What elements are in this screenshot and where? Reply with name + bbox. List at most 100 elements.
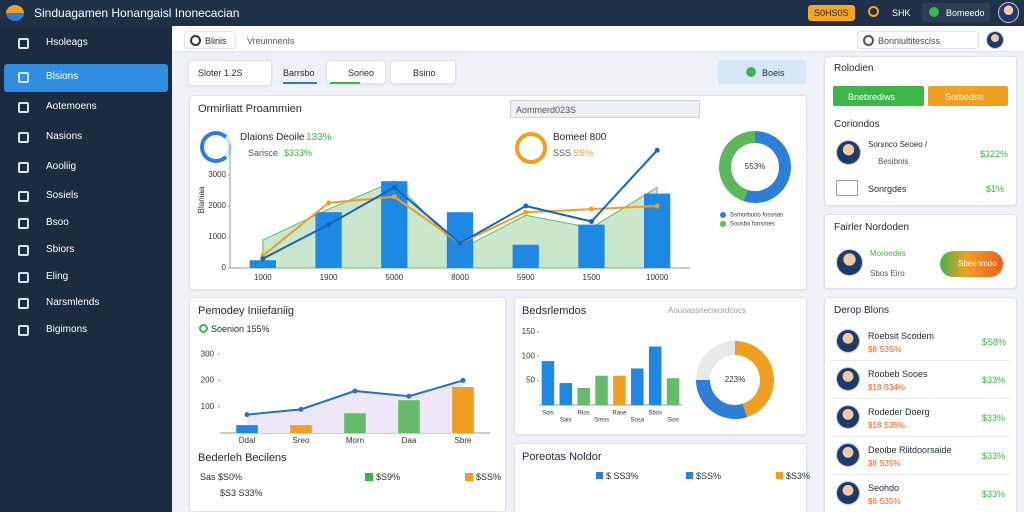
y-tick-label: 0 xyxy=(222,263,227,272)
icon xyxy=(18,132,29,143)
nav-item[interactable]: Sosiels xyxy=(46,190,79,201)
nav-item[interactable]: Bigimons xyxy=(46,324,88,335)
item-value: $322% xyxy=(980,149,1009,159)
select[interactable] xyxy=(718,60,806,84)
kpi-sub: SSS xyxy=(553,148,572,158)
button-label[interactable]: Bnebrediws xyxy=(848,92,896,102)
kpi-label: Dlaions Deoile xyxy=(240,132,305,143)
item-value: $33% xyxy=(982,451,1006,461)
item-sub: $8 S35% xyxy=(868,459,901,468)
point xyxy=(244,412,250,418)
chip[interactable] xyxy=(390,60,456,84)
x-tick-label: Ddal xyxy=(239,436,256,445)
nav-item[interactable]: Sbiors xyxy=(46,244,75,255)
chart: Blaniaa 0 1000 2000 3000 1000 1900 5000 8000 5900… xyxy=(197,144,690,282)
select-label[interactable]: Boeis xyxy=(762,68,785,78)
overview-search[interactable] xyxy=(510,100,700,118)
legend-dot xyxy=(596,472,603,479)
bar xyxy=(236,425,258,433)
legend-dot xyxy=(365,473,373,481)
bar xyxy=(315,212,342,268)
select-dot xyxy=(746,67,756,77)
x-tick-label: 1500 xyxy=(583,273,601,282)
pill[interactable] xyxy=(940,251,1003,277)
bar xyxy=(512,244,539,268)
button[interactable] xyxy=(833,86,924,106)
item-name: Sonrgdes xyxy=(868,184,907,194)
nav-item[interactable]: Blsions xyxy=(46,71,79,82)
nav-item[interactable]: Aotemoens xyxy=(46,101,97,112)
chip-box[interactable] xyxy=(188,60,272,86)
item-value: $33% xyxy=(982,413,1006,423)
legend-label: Ssmorbuoo fossnas xyxy=(730,213,783,219)
point xyxy=(588,219,594,224)
breadcrumb: Vreuinnenls xyxy=(247,36,295,46)
legend-label: $S9% xyxy=(376,472,401,482)
badge: S0HS0S xyxy=(808,5,855,21)
nav-item[interactable]: Hsoleags xyxy=(46,37,88,48)
donut-segment xyxy=(743,131,791,203)
kpi-delta: SS% xyxy=(573,148,594,158)
item-name: Deoibe Rlitdoorsaide xyxy=(868,445,952,455)
item-sub: Sbos Eiro xyxy=(870,269,905,278)
bar xyxy=(541,361,555,405)
point xyxy=(654,203,660,209)
item-value: $1% xyxy=(986,184,1005,194)
app-title: Sinduagamen Honangaisl Inonecacian xyxy=(34,6,240,20)
point xyxy=(326,222,332,228)
avatar xyxy=(836,329,860,353)
chip-underline xyxy=(283,82,317,84)
item-name: Sorsnco Seoeo / xyxy=(868,140,928,149)
legend-dot xyxy=(686,472,693,479)
bar xyxy=(577,387,590,405)
avatar xyxy=(836,405,860,429)
nav-item[interactable]: Aooliig xyxy=(46,161,77,172)
filter-chip[interactable]: Sloter 1.2S xyxy=(198,68,243,78)
point xyxy=(391,184,397,190)
bar xyxy=(249,260,276,268)
x-tick-label: 5000 xyxy=(385,273,403,282)
x-tick-label: Morn xyxy=(346,436,364,445)
x-tick-label: Smss xyxy=(594,418,609,424)
x-tick-label: 8000 xyxy=(451,273,469,282)
x-tick-label: Sbre xyxy=(455,436,472,445)
kpi-label: Bomeel 800 xyxy=(553,132,607,143)
icon xyxy=(18,245,29,256)
panel-title: Poreotas Noldor xyxy=(522,451,602,463)
nav-item[interactable]: Nasions xyxy=(46,131,83,142)
avatar xyxy=(836,481,860,505)
avatar xyxy=(998,2,1019,23)
panel-title: Bedsrlemdos xyxy=(522,305,587,317)
button-label[interactable]: Sorbedse xyxy=(945,92,984,102)
nav-item[interactable]: Bsoo xyxy=(46,217,69,228)
filter-chip[interactable]: Barrsbo xyxy=(283,68,315,78)
button[interactable] xyxy=(928,86,1008,106)
bar xyxy=(559,383,573,405)
status-label: Bomeedo xyxy=(946,8,985,18)
panel-title: Pemodey Iniiefaniig xyxy=(198,305,295,317)
point xyxy=(298,406,304,412)
y-tick-label: 3000 xyxy=(208,170,226,179)
point xyxy=(326,200,332,206)
x-tick-label: Sreo xyxy=(293,436,310,445)
y-tick-label: 100 xyxy=(522,351,536,360)
icon xyxy=(18,102,29,113)
active-item xyxy=(4,64,168,92)
filter-chip[interactable]: Sorieo xyxy=(348,68,375,78)
search-text[interactable]: Aommerd023S xyxy=(516,105,577,115)
legend-dot xyxy=(720,212,726,218)
search-text: Bonniultitesclss xyxy=(878,36,941,46)
chart: 223% xyxy=(696,341,774,419)
chart: 553% Ssmorbuoo fossnas Soosbo fonsmes xyxy=(719,131,791,228)
divider xyxy=(830,360,1010,361)
nav-item[interactable]: Narsmlends xyxy=(46,297,100,308)
nav-item[interactable]: Eling xyxy=(46,271,69,282)
donut-label: 553% xyxy=(745,162,765,171)
avatar xyxy=(836,443,860,467)
card-title: Rolodien xyxy=(834,63,874,74)
legend-label: $SS% xyxy=(696,471,722,481)
pill-label[interactable]: Sbeenmdo xyxy=(958,259,997,268)
search-box[interactable] xyxy=(857,31,979,49)
filter-chip[interactable]: Bsino xyxy=(413,68,436,78)
status-dot xyxy=(929,7,939,17)
